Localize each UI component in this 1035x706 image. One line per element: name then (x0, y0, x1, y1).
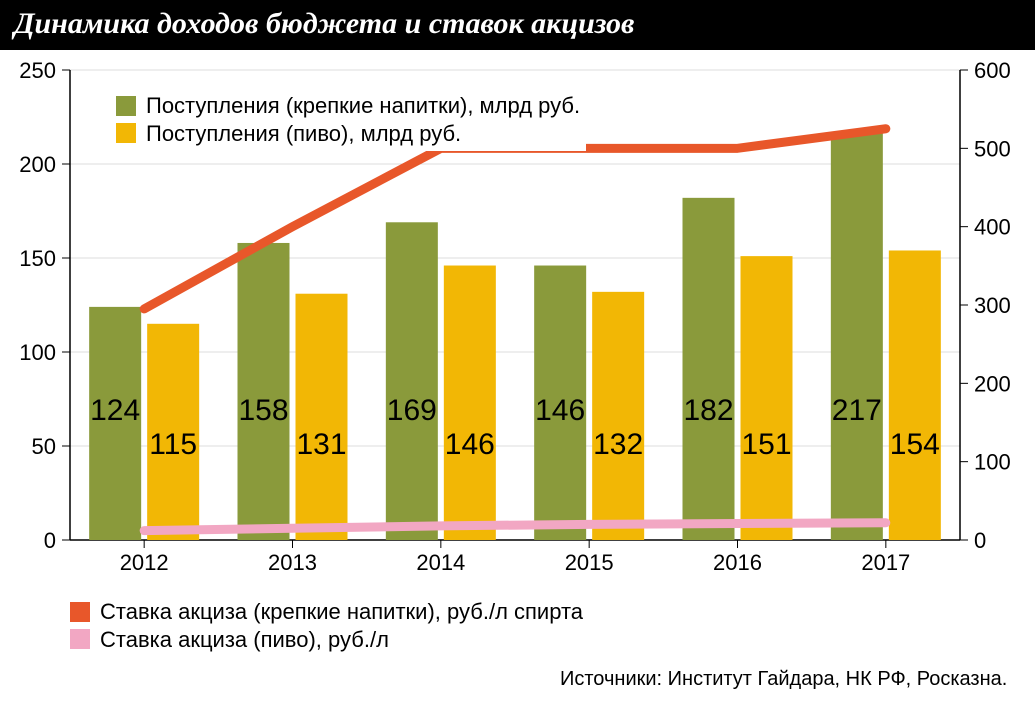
bar-value-spirits: 217 (832, 394, 882, 427)
legend-bottom: Ставка акциза (крепкие напитки), руб./л … (70, 598, 583, 653)
bar-beer (889, 250, 941, 540)
y-left-tick: 0 (44, 528, 56, 553)
y-right-tick: 500 (974, 136, 1011, 161)
bar-spirits (386, 222, 438, 540)
x-category-label: 2014 (416, 550, 465, 575)
y-right-tick: 400 (974, 215, 1011, 240)
y-right-tick: 100 (974, 450, 1011, 475)
x-category-label: 2016 (713, 550, 762, 575)
legend-label: Поступления (пиво), млрд руб. (146, 120, 461, 148)
x-category-label: 2013 (268, 550, 317, 575)
bar-value-spirits: 124 (90, 394, 140, 427)
legend-label: Ставка акциза (пиво), руб./л (100, 626, 389, 654)
bar-value-spirits: 158 (238, 394, 288, 427)
bar-beer (741, 256, 793, 540)
y-left-tick: 250 (19, 58, 56, 83)
y-left-tick: 50 (32, 434, 56, 459)
legend-label: Ставка акциза (крепкие напитки), руб./л … (100, 598, 583, 626)
y-right-tick: 0 (974, 528, 986, 553)
x-category-label: 2012 (120, 550, 169, 575)
bar-value-beer: 154 (890, 428, 940, 461)
bar-value-beer: 146 (445, 428, 495, 461)
y-left-tick: 150 (19, 246, 56, 271)
bar-spirits (683, 198, 735, 540)
bar-value-beer: 132 (593, 428, 643, 461)
y-right-tick: 300 (974, 293, 1011, 318)
legend-item: Ставка акциза (пиво), руб./л (70, 626, 583, 654)
bar-value-beer: 131 (296, 428, 346, 461)
legend-label: Поступления (крепкие напитки), млрд руб. (146, 92, 580, 120)
legend-swatch (116, 123, 136, 143)
x-category-label: 2015 (565, 550, 614, 575)
bar-beer (444, 266, 496, 540)
legend-top: Поступления (крепкие напитки), млрд руб.… (110, 88, 586, 151)
y-left-tick: 200 (19, 152, 56, 177)
bar-value-beer: 115 (149, 428, 197, 461)
x-category-label: 2017 (861, 550, 910, 575)
y-left-tick: 100 (19, 340, 56, 365)
bar-value-beer: 151 (741, 428, 791, 461)
bar-value-spirits: 169 (387, 394, 437, 427)
legend-item: Ставка акциза (крепкие напитки), руб./л … (70, 598, 583, 626)
source-text: Источники: Институт Гайдара, НК РФ, Роск… (560, 668, 1007, 691)
legend-item: Поступления (пиво), млрд руб. (116, 120, 580, 148)
bars-group (89, 132, 941, 540)
legend-item: Поступления (крепкие напитки), млрд руб. (116, 92, 580, 120)
bar-beer (592, 292, 644, 540)
bar-spirits (831, 132, 883, 540)
y-right-tick: 200 (974, 371, 1011, 396)
legend-swatch (116, 96, 136, 116)
bar-beer (296, 294, 348, 540)
legend-swatch (70, 602, 90, 622)
y-right-tick: 600 (974, 58, 1011, 83)
legend-swatch (70, 629, 90, 649)
bar-spirits (238, 243, 290, 540)
bar-value-spirits: 182 (683, 394, 733, 427)
bar-value-spirits: 146 (535, 394, 585, 427)
chart-title: Динамика доходов бюджета и ставок акцизо… (0, 0, 1035, 50)
